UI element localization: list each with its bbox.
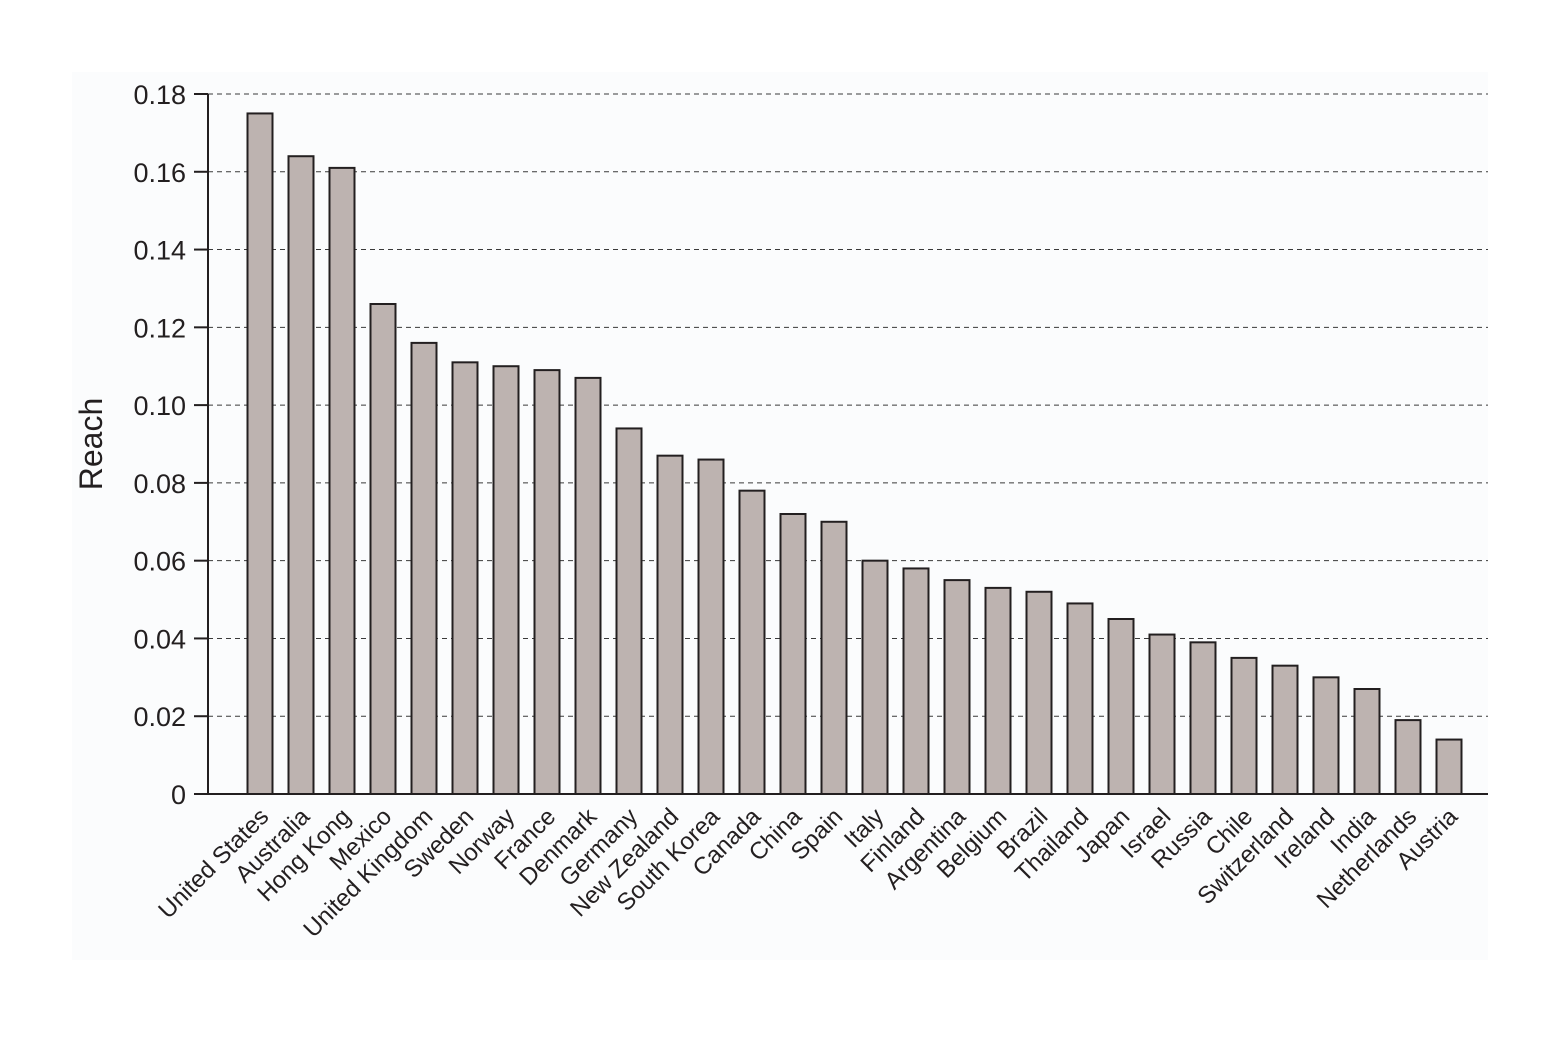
bar (615, 427, 643, 795)
y-tick-label: 0.02 (133, 702, 186, 732)
bar (369, 303, 397, 795)
y-tick-label: 0.10 (133, 391, 186, 421)
y-tick-label: 0.18 (133, 80, 186, 110)
bar (1107, 618, 1135, 795)
bar (1148, 633, 1176, 795)
y-tick-label: 0.16 (133, 158, 186, 188)
bar (1271, 664, 1299, 796)
bar (1435, 738, 1463, 795)
y-ticks: 0 0.02 0.04 0.06 0.08 0.10 0.12 0.14 0.16 0.18 (133, 80, 208, 810)
bar (410, 341, 438, 795)
y-tick-label: 0.12 (133, 313, 186, 343)
bar (451, 361, 479, 795)
bar (1189, 641, 1217, 795)
bar (328, 166, 356, 795)
bar (656, 454, 684, 795)
bar (943, 579, 971, 795)
bar (246, 112, 274, 795)
y-tick-label: 0.08 (133, 469, 186, 499)
y-tick-label: 0 (171, 780, 186, 810)
y-axis-title: Reach (73, 398, 109, 491)
bar (984, 586, 1012, 796)
y-tick-label: 0.06 (133, 547, 186, 577)
bar (1025, 590, 1053, 795)
y-tick-label: 0.14 (133, 236, 186, 266)
bar (697, 458, 725, 795)
axes (207, 94, 1488, 795)
bar (1394, 719, 1422, 795)
bar (902, 567, 930, 796)
gridlines (208, 93, 1488, 717)
bar (1066, 602, 1094, 796)
bar (738, 489, 766, 795)
bar (1230, 656, 1258, 796)
bar (1353, 688, 1381, 795)
bar (574, 376, 602, 795)
bar (287, 155, 315, 795)
bar (820, 520, 848, 795)
bar (1312, 676, 1340, 795)
bar (861, 559, 889, 796)
bar (492, 365, 520, 795)
bars (246, 112, 1463, 796)
y-tick-label: 0.04 (133, 624, 186, 654)
bar (533, 369, 561, 795)
bar (779, 513, 807, 795)
